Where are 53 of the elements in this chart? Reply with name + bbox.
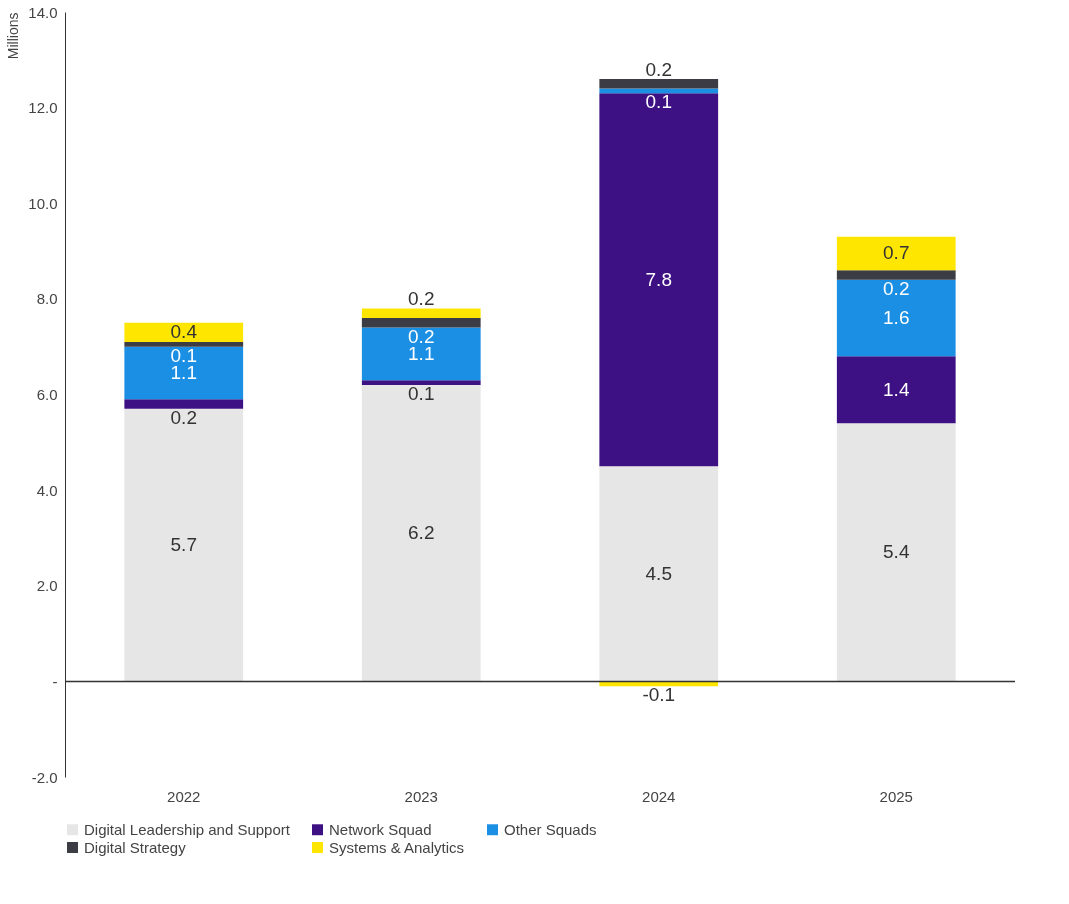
data-label: 0.1	[408, 383, 435, 405]
bar	[836, 279, 956, 357]
data-label: -0.1	[642, 684, 676, 706]
y-tick-label: 14.0	[28, 3, 58, 21]
bar	[361, 308, 481, 318]
data-label: 0.2	[645, 58, 672, 80]
bar	[124, 322, 244, 342]
legend-label: Other Squads	[504, 820, 597, 838]
data-label: 0.2	[170, 406, 197, 428]
data-label: 4.5	[645, 562, 672, 584]
y-tick-label: 8.0	[36, 290, 58, 308]
y-tick-label: 4.0	[36, 481, 58, 499]
bar	[361, 380, 481, 385]
x-tick-label: 2022	[167, 787, 201, 805]
x-tick-label: 2024	[642, 787, 676, 805]
bar	[599, 466, 719, 682]
legend-label: Systems & Analytics	[329, 838, 465, 856]
data-label: 0.2	[408, 288, 435, 310]
data-label: 7.8	[645, 268, 672, 290]
bar	[361, 384, 481, 682]
y-tick-label: -	[52, 672, 58, 690]
data-label: 1.4	[883, 378, 910, 400]
data-label: 6.2	[408, 522, 435, 544]
data-label: 5.7	[170, 534, 197, 556]
data-label: 5.4	[883, 541, 910, 563]
legend-label: Digital Leadership and Support	[84, 820, 291, 838]
y-tick-label: 12.0	[28, 99, 58, 117]
data-label: 0.2	[883, 277, 910, 299]
y-tick-label: 6.0	[36, 386, 58, 403]
data-label: 0.1	[645, 91, 672, 113]
y-tick-label: 2.0	[36, 577, 58, 595]
bar	[599, 78, 719, 89]
bar	[124, 341, 244, 347]
y-tick-label: 10.0	[28, 194, 58, 212]
bar	[836, 423, 956, 682]
y-tick-label: -2.0	[31, 768, 58, 786]
data-label: 0.7	[883, 242, 910, 264]
bar	[836, 236, 956, 271]
legend-label: Network Squad	[329, 820, 432, 838]
bar	[124, 408, 244, 682]
data-label: 0.4	[170, 321, 198, 343]
bar	[361, 327, 481, 381]
bar	[124, 399, 244, 409]
bar	[836, 270, 956, 280]
x-tick-label: 2025	[879, 787, 913, 805]
bar	[361, 318, 481, 328]
bar	[599, 93, 719, 467]
y-axis-title: Millions	[4, 12, 21, 60]
data-label: 1.6	[883, 307, 910, 328]
legend-label: Digital Strategy	[84, 838, 187, 856]
x-tick-label: 2023	[404, 787, 438, 805]
bar	[124, 346, 244, 400]
bar	[836, 356, 956, 424]
